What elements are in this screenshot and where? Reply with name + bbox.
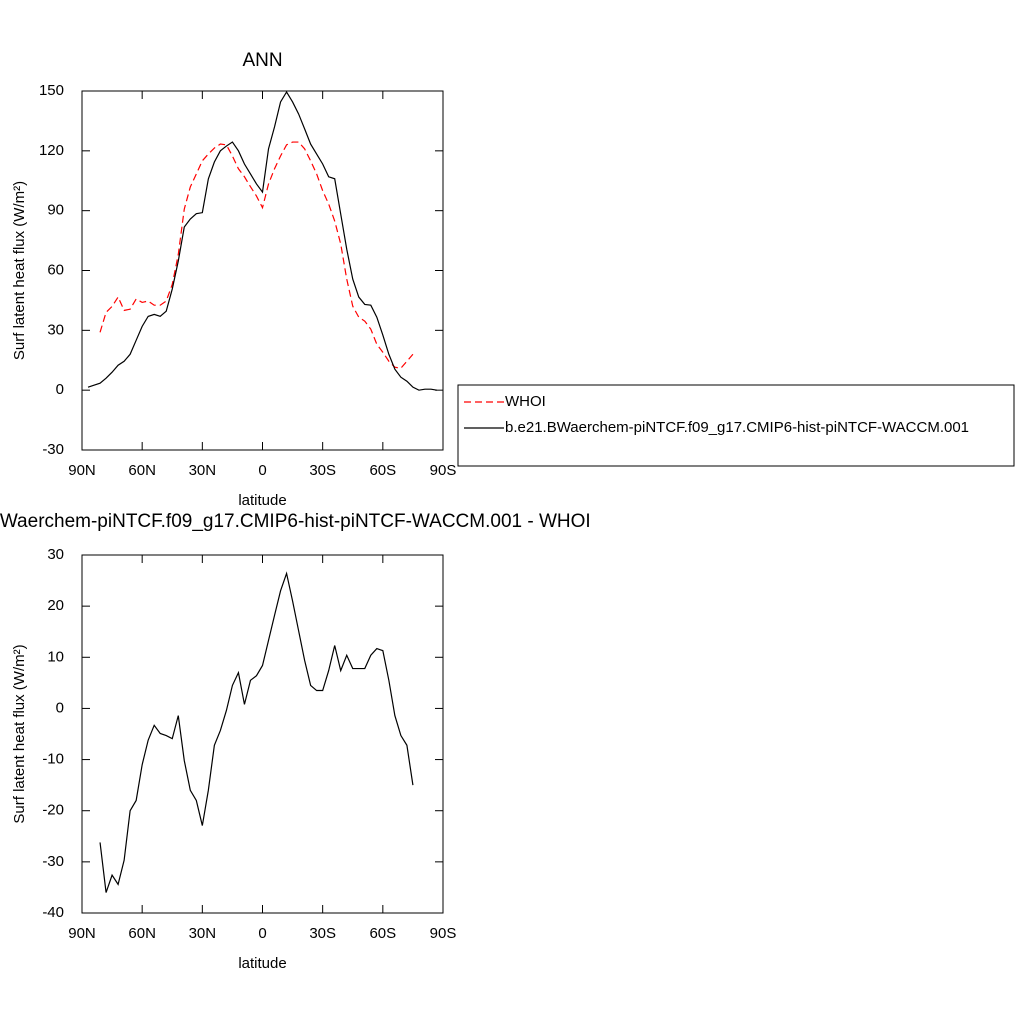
data-line xyxy=(99,571,414,893)
y-tick-label: 150 xyxy=(39,82,64,99)
x-tick-label: 90N xyxy=(68,925,96,942)
plot-frame xyxy=(81,90,444,451)
x-tick-label: 60S xyxy=(369,462,396,479)
data-line xyxy=(99,141,414,369)
y-tick-label: 30 xyxy=(47,321,64,338)
y-tick-label: 90 xyxy=(47,202,64,219)
x-tick-label: 60N xyxy=(128,925,156,942)
y-tick-label: -20 xyxy=(42,802,64,819)
y-tick-label: 0 xyxy=(56,381,64,398)
y-tick-label: -40 xyxy=(42,904,64,921)
x-tick-label: 60N xyxy=(128,462,156,479)
x-tick-label: 30S xyxy=(309,462,336,479)
x-tick-label: 0 xyxy=(258,462,266,479)
x-tick-label: 0 xyxy=(258,925,266,942)
x-tick-label: 60S xyxy=(369,925,396,942)
x-tick-label: 90N xyxy=(68,462,96,479)
legend-label: b.e21.BWaerchem-piNTCF.f09_g17.CMIP6-his… xyxy=(505,419,969,436)
y-axis-label: Surf latent heat flux (W/m²) xyxy=(11,644,28,823)
y-tick-label: -30 xyxy=(42,441,64,458)
x-tick-label: 90S xyxy=(430,925,457,942)
chart-title: ANN xyxy=(242,50,282,71)
legend-box xyxy=(457,384,1015,467)
legend: WHOI b.e21.BWaerchem-piNTCF.f09_g17.CMIP6… xyxy=(457,384,1015,467)
chart-title: b.e21.BWaerchem-piNTCF.f09_g17.CMIP6-his… xyxy=(0,511,591,532)
y-tick-label: -30 xyxy=(42,853,64,870)
x-tick-label: 30N xyxy=(189,925,217,942)
x-tick-label: 30S xyxy=(309,925,336,942)
x-axis-label: latitude xyxy=(238,492,286,509)
x-tick-label: 90S xyxy=(430,462,457,479)
y-tick-label: 60 xyxy=(47,261,64,278)
x-tick-label: 30N xyxy=(189,462,217,479)
legend-label: WHOI xyxy=(505,393,546,410)
y-tick-label: 30 xyxy=(47,546,64,563)
y-tick-label: 120 xyxy=(39,142,64,159)
y-tick-label: -10 xyxy=(42,751,64,768)
y-tick-label: 0 xyxy=(56,699,64,716)
x-axis-label: latitude xyxy=(238,955,286,972)
data-line xyxy=(87,90,438,391)
y-tick-label: 20 xyxy=(47,597,64,614)
y-axis-label: Surf latent heat flux (W/m²) xyxy=(11,181,28,360)
plot-frame xyxy=(81,554,444,914)
y-tick-label: 10 xyxy=(47,648,64,665)
